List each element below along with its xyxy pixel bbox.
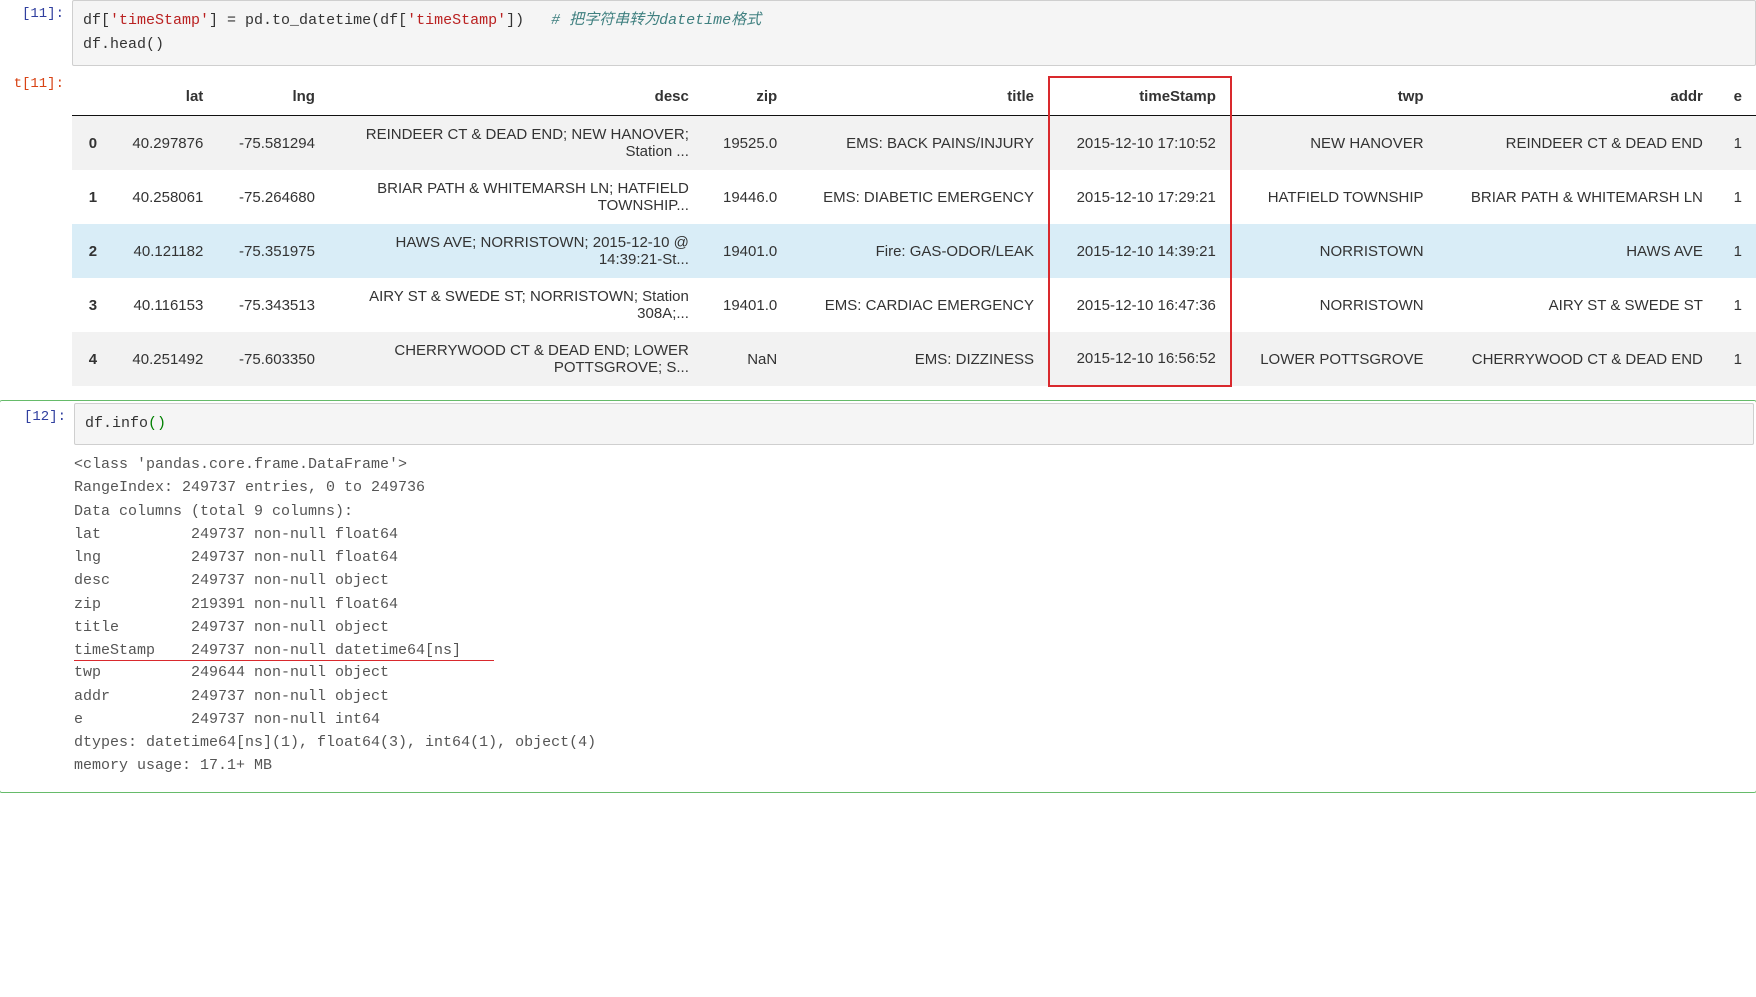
cell-timeStamp: 2015-12-10 17:29:21	[1049, 170, 1231, 224]
cell-idx: 1	[72, 170, 111, 224]
cell-lat: 40.297876	[111, 116, 217, 171]
cell-lng: -75.603350	[217, 332, 329, 386]
col-e: e	[1717, 77, 1756, 116]
code-input-12[interactable]: df.info()	[74, 403, 1754, 445]
table-row: 140.258061-75.264680BRIAR PATH & WHITEMA…	[72, 170, 1756, 224]
cell-e: 1	[1717, 170, 1756, 224]
cell-zip: 19401.0	[703, 224, 791, 278]
dataframe-table: latlngdescziptitletimeStamptwpaddre 040.…	[72, 76, 1756, 387]
table-row: 340.116153-75.343513AIRY ST & SWEDE ST; …	[72, 278, 1756, 332]
col-index	[72, 77, 111, 116]
cell-lng: -75.351975	[217, 224, 329, 278]
col-lng: lng	[217, 77, 329, 116]
cell-e: 1	[1717, 332, 1756, 386]
cell-12-output: <class 'pandas.core.frame.DataFrame'>Ran…	[2, 449, 1754, 786]
cell-e: 1	[1717, 278, 1756, 332]
cell-timeStamp: 2015-12-10 14:39:21	[1049, 224, 1231, 278]
cell-title: EMS: BACK PAINS/INJURY	[791, 116, 1049, 171]
cell-11-input: [11]: df['timeStamp'] = pd.to_datetime(d…	[0, 0, 1756, 66]
cell-title: Fire: GAS-ODOR/LEAK	[791, 224, 1049, 278]
cell-lat: 40.116153	[111, 278, 217, 332]
cell-twp: HATFIELD TOWNSHIP	[1231, 170, 1438, 224]
col-lat: lat	[111, 77, 217, 116]
cell-lat: 40.251492	[111, 332, 217, 386]
cell-12-input: [12]: df.info()	[2, 403, 1754, 445]
cell-addr: CHERRYWOOD CT & DEAD END	[1438, 332, 1717, 386]
code-input-11[interactable]: df['timeStamp'] = pd.to_datetime(df['tim…	[72, 0, 1756, 66]
out-prompt-11: t[11]:	[0, 70, 72, 387]
cell-lng: -75.343513	[217, 278, 329, 332]
cell-addr: BRIAR PATH & WHITEMARSH LN	[1438, 170, 1717, 224]
col-title: title	[791, 77, 1049, 116]
cell-addr: REINDEER CT & DEAD END	[1438, 116, 1717, 171]
cell-idx: 4	[72, 332, 111, 386]
cell-title: EMS: CARDIAC EMERGENCY	[791, 278, 1049, 332]
col-addr: addr	[1438, 77, 1717, 116]
cell-e: 1	[1717, 224, 1756, 278]
cell-lng: -75.581294	[217, 116, 329, 171]
cell-twp: NORRISTOWN	[1231, 278, 1438, 332]
cell-zip: 19446.0	[703, 170, 791, 224]
cell-timeStamp: 2015-12-10 16:56:52	[1049, 332, 1231, 386]
cell-twp: LOWER POTTSGROVE	[1231, 332, 1438, 386]
cell-title: EMS: DIABETIC EMERGENCY	[791, 170, 1049, 224]
cell-11-output: t[11]: latlngdescziptitletimeStamptwpadd…	[0, 70, 1756, 387]
cell-zip: 19401.0	[703, 278, 791, 332]
cell-lat: 40.258061	[111, 170, 217, 224]
cell-idx: 2	[72, 224, 111, 278]
table-row: 040.297876-75.581294REINDEER CT & DEAD E…	[72, 116, 1756, 171]
cell-twp: NEW HANOVER	[1231, 116, 1438, 171]
col-timeStamp: timeStamp	[1049, 77, 1231, 116]
cell-desc: AIRY ST & SWEDE ST; NORRISTOWN; Station …	[329, 278, 703, 332]
cell-desc: REINDEER CT & DEAD END; NEW HANOVER; Sta…	[329, 116, 703, 171]
cell-idx: 3	[72, 278, 111, 332]
cell-idx: 0	[72, 116, 111, 171]
cell-timeStamp: 2015-12-10 16:47:36	[1049, 278, 1231, 332]
in-prompt-11: [11]:	[0, 0, 72, 66]
cell-e: 1	[1717, 116, 1756, 171]
cell-desc: HAWS AVE; NORRISTOWN; 2015-12-10 @ 14:39…	[329, 224, 703, 278]
cell-zip: 19525.0	[703, 116, 791, 171]
col-twp: twp	[1231, 77, 1438, 116]
col-zip: zip	[703, 77, 791, 116]
cell-title: EMS: DIZZINESS	[791, 332, 1049, 386]
table-row: 440.251492-75.603350CHERRYWOOD CT & DEAD…	[72, 332, 1756, 386]
cell-addr: HAWS AVE	[1438, 224, 1717, 278]
cell-desc: CHERRYWOOD CT & DEAD END; LOWER POTTSGRO…	[329, 332, 703, 386]
cell-zip: NaN	[703, 332, 791, 386]
cell-addr: AIRY ST & SWEDE ST	[1438, 278, 1717, 332]
cell-twp: NORRISTOWN	[1231, 224, 1438, 278]
cell-lng: -75.264680	[217, 170, 329, 224]
info-output: <class 'pandas.core.frame.DataFrame'>Ran…	[74, 449, 1754, 786]
col-desc: desc	[329, 77, 703, 116]
cell-desc: BRIAR PATH & WHITEMARSH LN; HATFIELD TOW…	[329, 170, 703, 224]
cell-lat: 40.121182	[111, 224, 217, 278]
cell-timeStamp: 2015-12-10 17:10:52	[1049, 116, 1231, 171]
table-row: 240.121182-75.351975HAWS AVE; NORRISTOWN…	[72, 224, 1756, 278]
in-prompt-12: [12]:	[2, 403, 74, 445]
